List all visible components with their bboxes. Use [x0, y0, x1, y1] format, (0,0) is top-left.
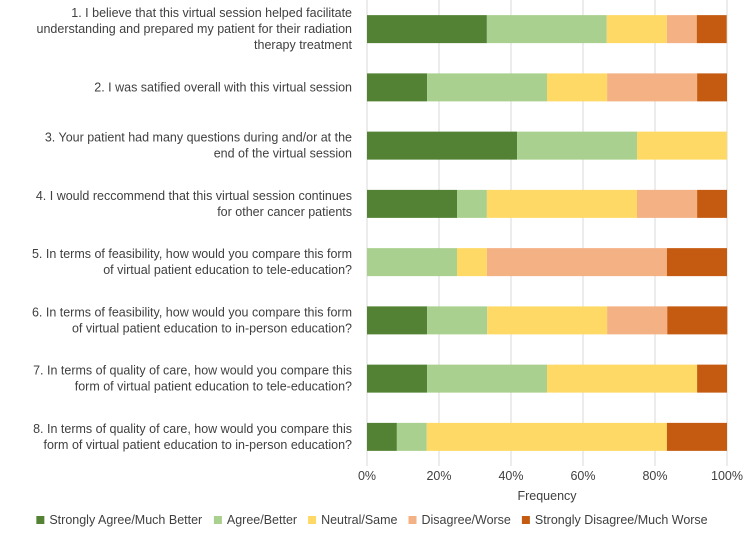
bar-segment — [547, 73, 608, 102]
category-label: understanding and prepared my patient fo… — [37, 22, 353, 36]
bar-segment — [517, 131, 637, 160]
bar-segment — [427, 364, 547, 393]
x-tick-label: 40% — [498, 469, 523, 483]
bar-segment — [367, 73, 428, 102]
legend-swatch — [213, 516, 222, 524]
legend-swatch — [36, 516, 45, 524]
bars — [367, 15, 728, 451]
bar-segment — [637, 131, 727, 160]
bar-segment — [697, 364, 727, 393]
legend: Strongly Agree/Much Better Agree/Better Ne… — [36, 513, 708, 527]
bar-segment — [486, 189, 637, 218]
category-label: therapy treatment — [254, 38, 352, 52]
x-axis-title: Frequency — [517, 489, 577, 503]
category-label: 6. In terms of feasibility, how would yo… — [32, 305, 352, 319]
bar-segment — [637, 189, 698, 218]
category-label: 3. Your patient had many questions durin… — [45, 131, 352, 145]
category-label: end of the virtual session — [214, 147, 352, 161]
legend-swatch — [308, 516, 317, 524]
bar-segment — [457, 189, 487, 218]
category-label: of virtual patient education to in-perso… — [72, 321, 352, 335]
bar-segment — [697, 189, 727, 218]
category-label: 4. I would reccommend that this virtual … — [36, 189, 352, 203]
bar-segment — [367, 364, 428, 393]
bar-segment — [606, 15, 667, 44]
bar-segment — [547, 364, 698, 393]
bar-segment — [427, 306, 488, 335]
bar-segment — [486, 248, 667, 277]
legend-swatch — [408, 516, 417, 524]
category-label: form of virtual patient education to tel… — [75, 380, 352, 394]
bar-segment — [486, 15, 607, 44]
category-labels: 1. I believe that this virtual session h… — [32, 6, 353, 452]
bar-segment — [487, 306, 608, 335]
legend-label: Agree/Better — [227, 513, 297, 527]
bar-segment — [607, 73, 698, 102]
x-tick-label: 60% — [570, 469, 595, 483]
x-tick-label: 100% — [711, 469, 743, 483]
legend-label: Strongly Agree/Much Better — [49, 513, 202, 527]
category-label: 8. In terms of quality of care, how woul… — [33, 422, 352, 436]
bar-segment — [697, 73, 727, 102]
bar-segment — [367, 248, 457, 277]
bar-segment — [367, 306, 428, 335]
bar-segment — [607, 306, 668, 335]
category-label: 1. I believe that this virtual session h… — [71, 6, 352, 20]
category-label: 2. I was satified overall with this virt… — [94, 80, 352, 94]
x-axis-ticks: 0% 20% 40% 60% 80% 100% — [358, 469, 743, 483]
bar-segment — [696, 15, 727, 44]
x-tick-label: 0% — [358, 469, 376, 483]
bar-segment — [367, 189, 457, 218]
category-label: form of virtual patient education to in-… — [43, 438, 352, 452]
bar-segment — [666, 422, 727, 451]
x-tick-label: 20% — [426, 469, 451, 483]
legend-label: Strongly Disagree/Much Worse — [535, 513, 708, 527]
category-label: 7. In terms of quality of care, how woul… — [33, 364, 352, 378]
bar-segment — [457, 248, 487, 277]
legend-swatch — [521, 516, 530, 524]
bar-segment — [367, 422, 397, 451]
x-tick-label: 80% — [642, 469, 667, 483]
bar-segment — [367, 15, 487, 44]
bar-segment — [426, 422, 667, 451]
legend-label: Disagree/Worse — [422, 513, 511, 527]
bar-segment — [396, 422, 427, 451]
bar-segment — [667, 306, 728, 335]
category-label: for other cancer patients — [217, 205, 352, 219]
gridlines — [366, 0, 728, 466]
bar-segment — [427, 73, 547, 102]
bar-segment — [666, 248, 727, 277]
bar-segment — [367, 131, 518, 160]
category-label: 5. In terms of feasibility, how would yo… — [32, 247, 352, 261]
category-label: of virtual patient education to tele-edu… — [103, 263, 352, 277]
legend-label: Neutral/Same — [321, 513, 397, 527]
bar-segment — [666, 15, 697, 44]
